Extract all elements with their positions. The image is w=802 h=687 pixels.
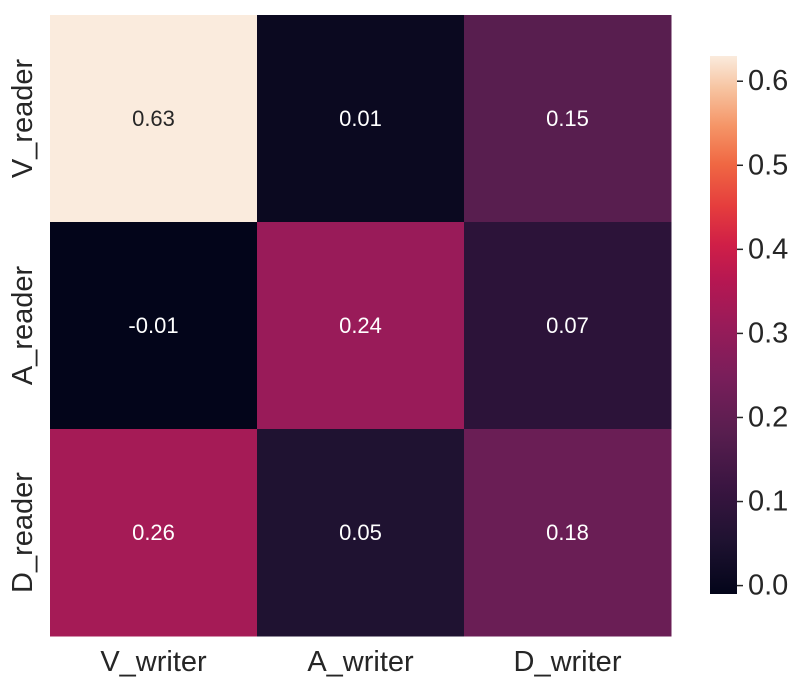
y-tick-label: A_reader (7, 266, 39, 386)
colorbar-gradient (710, 56, 737, 594)
heatmap-cell-A_reader-V_writer (50, 222, 258, 430)
heatmap-cell-D_reader-V_writer (50, 429, 258, 637)
colorbar-tick-label: 0.3 (748, 317, 788, 349)
colorbar-tick-label: 0.5 (748, 149, 788, 181)
cell-annotation: 0.15 (546, 106, 589, 131)
heatmap-cell-V_reader-D_writer (464, 15, 672, 223)
x-tick-label: V_writer (100, 646, 207, 678)
colorbar (710, 56, 737, 594)
y-tick-label: V_reader (7, 59, 39, 179)
heatmap-cell-A_reader-D_writer (464, 222, 672, 430)
colorbar-ticks: 0.0 0.1 0.2 0.3 0.4 0.5 0.6 (737, 65, 788, 602)
x-tick-label: A_writer (307, 646, 414, 678)
x-tick-label: D_writer (514, 646, 622, 678)
cell-annotation: 0.05 (339, 520, 382, 545)
heatmap-cell-V_reader-V_writer (50, 15, 258, 223)
x-axis-tick-labels: V_writer A_writer D_writer (100, 646, 621, 678)
cell-annotation: 0.01 (339, 106, 382, 131)
heatmap-annotations: 0.63 0.01 0.15 -0.01 0.24 0.07 0.26 0.05 0.18 (128, 106, 588, 545)
cell-annotation: 0.24 (339, 313, 382, 338)
colorbar-tick-label: 0.2 (748, 401, 788, 433)
heatmap-cell-V_reader-A_writer (257, 15, 465, 223)
colorbar-tick-label: 0.4 (748, 233, 788, 265)
cell-annotation: 0.18 (546, 520, 589, 545)
heatmap-cell-D_reader-A_writer (257, 429, 465, 637)
heatmap-cell-D_reader-D_writer (464, 429, 672, 637)
cell-annotation: 0.26 (132, 520, 175, 545)
cell-annotation: 0.07 (546, 313, 589, 338)
heatmap-cell-A_reader-A_writer (257, 222, 465, 430)
cell-annotation: 0.63 (132, 106, 175, 131)
y-axis-tick-labels: V_reader A_reader D_reader (7, 59, 39, 593)
cell-annotation: -0.01 (128, 313, 178, 338)
colorbar-tick-label: 0.1 (748, 486, 788, 518)
y-tick-label: D_reader (7, 472, 39, 593)
colorbar-tick-label: 0.0 (748, 570, 788, 602)
colorbar-tick-label: 0.6 (748, 65, 788, 97)
heatmap-cells (50, 15, 672, 637)
